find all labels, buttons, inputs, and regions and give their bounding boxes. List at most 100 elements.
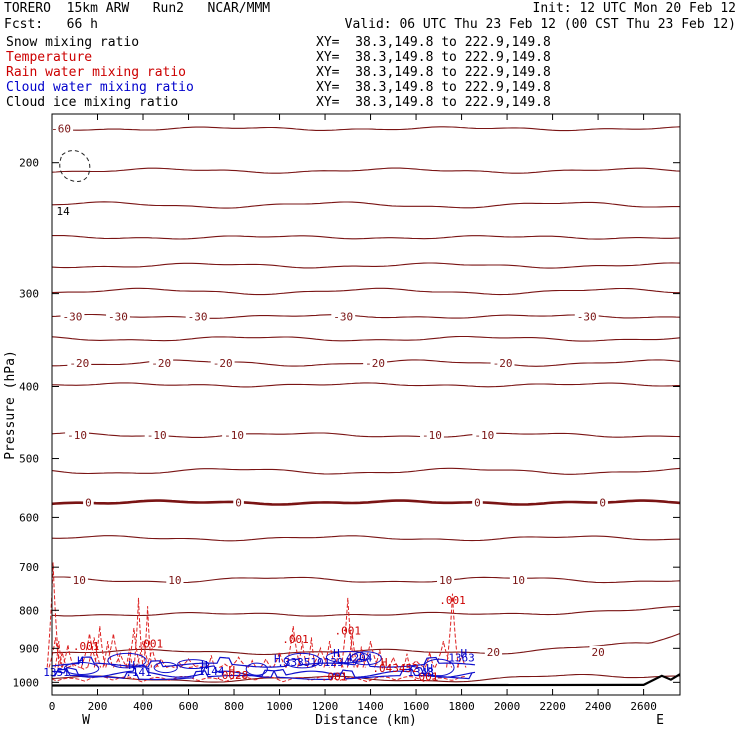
isotherm-label-background [420, 429, 444, 443]
isotherm-label-background [70, 573, 88, 587]
maximum-marker: H [274, 652, 281, 665]
rain-water-contour [166, 665, 175, 668]
east-label: E [656, 713, 664, 728]
maximum-marker: H [461, 647, 468, 660]
isotherm-label: 20 [591, 646, 604, 659]
isotherm-line [51, 605, 681, 617]
rain-water-label: .001 [321, 671, 348, 684]
isotherm-label: -10 [422, 429, 442, 442]
isotherm-label: -20 [151, 357, 171, 370]
axes: 0 200 400 600 800 1000 1200 1400 1600 1800 2000 220… [13, 113, 681, 713]
rain-water-contour [48, 637, 63, 668]
rain-water-contour [434, 641, 453, 668]
isotherm-label: -10 [67, 429, 87, 442]
rain-water-label: .001 [412, 671, 439, 684]
field-name-temperature: Temperature [6, 50, 93, 65]
isotherm-label-background [106, 310, 130, 324]
isotherm-line [51, 287, 680, 296]
y-tick-label: 700 [19, 561, 39, 574]
rain-water-contour [219, 663, 231, 668]
cloud-water-contour [283, 652, 321, 669]
rain-water-contour [260, 657, 272, 668]
forecast-hour: Fcst: 66 h [4, 17, 98, 32]
terrain-surface [51, 673, 681, 687]
cloud-water-contour [423, 658, 455, 677]
x-tick-label: 2200 [539, 700, 566, 713]
isotherm-label-background [490, 357, 515, 371]
rain-water-contour [57, 651, 68, 668]
rain-water-label: .043452 [372, 662, 418, 675]
isotherm-label-background [574, 310, 599, 324]
cloud-water-label: 1351 [43, 666, 70, 679]
rain-water-contour [341, 597, 355, 668]
field-name-cloud-ice: Cloud ice mixing ratio [6, 95, 179, 110]
isotherm-label: -20 [493, 357, 513, 370]
isotherm-line [51, 535, 680, 542]
cloud-water-label: 4204 [346, 651, 373, 664]
cloud-water-contour [51, 664, 476, 678]
x-tick-label: 400 [133, 700, 153, 713]
isotherm-line [51, 262, 681, 269]
rain-water-contour [374, 650, 386, 668]
x-tick-label: 2400 [585, 700, 612, 713]
isotherm-label-background [83, 496, 94, 510]
isotherm-label: 10 [439, 574, 452, 587]
isotherm-line [51, 632, 681, 656]
rain-water-contour [306, 637, 316, 668]
isotherm-line [51, 201, 680, 209]
maximum-marker: H [381, 656, 388, 669]
plot-frame [51, 113, 681, 696]
rain-water-contour [323, 641, 336, 668]
isotherm-label: 0 [599, 497, 606, 510]
rain-water-contour [387, 655, 399, 668]
cloud-water-contour [51, 668, 473, 681]
isotherm-label-background [363, 357, 388, 371]
isotherm-contours [51, 126, 681, 683]
cloud-water-contour [153, 661, 178, 674]
rain-water-label: .001 [439, 594, 466, 607]
rain-water-contour [127, 627, 141, 668]
cloud-water-contour [177, 659, 209, 670]
x-tick-label: 1000 [266, 700, 293, 713]
cloud-water-contour [350, 651, 382, 666]
cloud-ice-contour [59, 150, 91, 182]
isotherm-label-background [49, 122, 74, 136]
x-tick-label: 2000 [494, 700, 521, 713]
rain-water-label: .001 [335, 624, 362, 637]
rain-water-label: .0028 [215, 669, 248, 682]
x-axis-label: Distance (km) [315, 713, 417, 728]
rain-water-contour [125, 648, 134, 668]
isotherm-label-background [233, 496, 244, 510]
y-tick-label: 900 [19, 642, 39, 655]
isotherm-line [51, 499, 681, 506]
isotherm-label-background [597, 496, 608, 510]
field-name-rain: Rain water mixing ratio [6, 65, 187, 80]
cloud-water-contour [325, 651, 370, 664]
isotherm-label-background [166, 573, 184, 587]
x-tick-label: 600 [179, 700, 199, 713]
maximum-marker: H [426, 662, 433, 675]
isotherm-label-background [437, 573, 455, 587]
isotherm-label-background [149, 357, 174, 371]
isotherm-label: 10 [73, 574, 86, 587]
x-tick-label: 1800 [448, 700, 475, 713]
cloud-water-label: .141 [125, 666, 152, 679]
rain-water-contour [297, 641, 308, 668]
rain-water-contour [403, 653, 411, 668]
field-xy-rain: XY= 38.3,149.8 to 222.9,149.8 [316, 65, 551, 80]
x-tick-label: 0 [49, 700, 56, 713]
cloud-water-contour [107, 652, 147, 669]
rain-water-contour [207, 655, 216, 668]
isotherm-line [52, 234, 681, 240]
valid-time: Valid: 06 UTC Thu 23 Feb 12 (00 CST Thu … [344, 17, 736, 32]
maximum-marker: H [201, 659, 208, 672]
isotherm-label-background [484, 645, 503, 659]
isotherm-label: -30 [108, 310, 128, 323]
cloud-water-label: 1348 [407, 666, 434, 679]
isotherm-label: -60 [51, 123, 71, 136]
cloud-water-contour [245, 662, 268, 676]
field-xy-cloud-water: XY= 38.3,149.8 to 222.9,149.8 [316, 80, 551, 95]
rain-water-contour [311, 646, 330, 668]
rain-water-contour [61, 644, 75, 668]
isotherm-label: -30 [63, 310, 83, 323]
